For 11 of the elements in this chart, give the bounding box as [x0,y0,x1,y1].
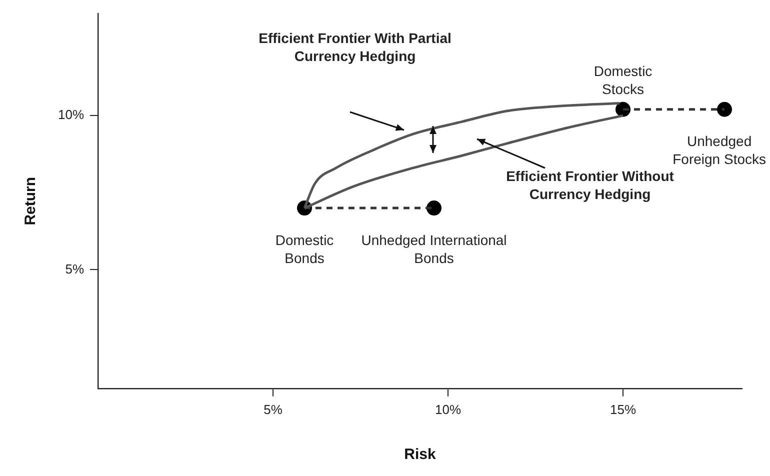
annotation: Unhedged Foreign Stocks [672,133,766,168]
annotation: Domestic Bonds [275,232,334,266]
x-tick-label: 10% [434,402,462,417]
annotation: Efficient Frontier Without Currency Hedging [506,168,674,202]
x-tick-label: 15% [610,402,636,417]
annotation: Unhedged International Bonds [361,232,507,266]
y-axis-title: Return [22,176,40,226]
x-tick-label: 5% [264,402,283,417]
annotation: Domestic Stocks [594,63,652,98]
annotation: Efficient Frontier With Partial Currency Hedging [258,30,452,64]
x-axis-title: Risk [404,446,437,464]
